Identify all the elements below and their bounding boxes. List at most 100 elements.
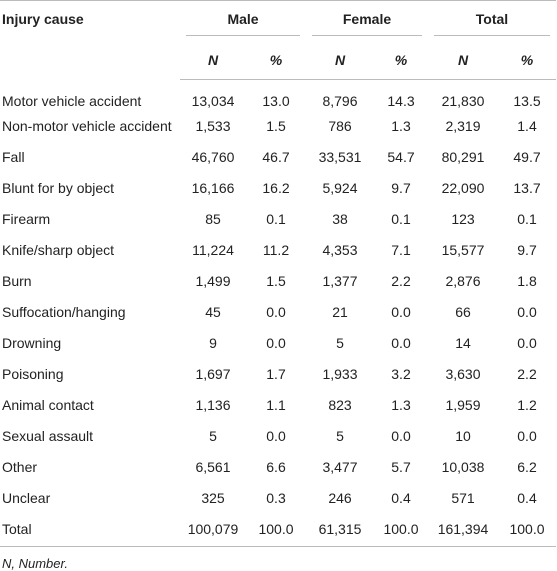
cell: 80,291 xyxy=(441,149,485,165)
row-label: Motor vehicle accident xyxy=(2,92,142,109)
cell: 6.2 xyxy=(517,459,537,475)
cell: 45 xyxy=(205,304,221,320)
cell: 16.2 xyxy=(262,180,290,196)
cell: 15,577 xyxy=(441,242,485,258)
group-header-row: Injury cause Male Female Total xyxy=(0,1,556,42)
table-row: Animal contact 1,136 1.1 823 1.3 1,959 1.2 xyxy=(0,391,556,422)
table-row: Suffocation/hanging 45 0.0 21 0.0 66 0.0 xyxy=(0,298,556,329)
table-row: Motor vehicle accident 13,034 13.0 8,796 14.… xyxy=(0,80,556,113)
table-row: Non-motor vehicle accident 1,533 1.5 786 1.3… xyxy=(0,112,556,143)
table-row: Fall 46,760 46.7 33,531 54.7 80,291 49.7 xyxy=(0,143,556,174)
cell: 1.5 xyxy=(266,273,286,289)
cell: 1,499 xyxy=(195,273,231,289)
cell: 3.2 xyxy=(391,366,411,382)
group-label: Male xyxy=(186,7,300,36)
cell: 0.0 xyxy=(517,335,537,351)
cell: 1,959 xyxy=(445,397,481,413)
table-row: Sexual assault 5 0.0 5 0.0 10 0.0 xyxy=(0,422,556,453)
table-row: Burn 1,499 1.5 1,377 2.2 2,876 1.8 xyxy=(0,267,556,298)
cell: 54.7 xyxy=(387,149,415,165)
cell: 11.2 xyxy=(262,242,290,258)
cell: 0.0 xyxy=(266,335,286,351)
cell: 1.2 xyxy=(517,397,537,413)
cell: 1.5 xyxy=(266,118,286,134)
table-row: Drowning 9 0.0 5 0.0 14 0.0 xyxy=(0,329,556,360)
cell: 823 xyxy=(328,397,352,413)
row-label: Blunt for by object xyxy=(2,180,115,196)
row-label: Unclear xyxy=(2,490,51,506)
cell: 0.0 xyxy=(266,304,286,320)
subheader: % xyxy=(498,41,556,80)
cell: 46.7 xyxy=(262,149,290,165)
cell: 1,697 xyxy=(195,366,231,382)
table-row: Total 100,079 100.0 61,315 100.0 161,394 100.0 xyxy=(0,515,556,547)
cell: 2,876 xyxy=(445,273,481,289)
cell: 1.3 xyxy=(391,397,411,413)
table-row: Other 6,561 6.6 3,477 5.7 10,038 6.2 xyxy=(0,453,556,484)
table-row: Blunt for by object 16,166 16.2 5,924 9.7 22,… xyxy=(0,174,556,205)
cell: 6.6 xyxy=(266,459,286,475)
group-header: Female xyxy=(306,1,428,42)
cell: 5 xyxy=(209,428,217,444)
row-label: Firearm xyxy=(2,211,51,227)
cell: 46,760 xyxy=(191,149,235,165)
cell: 10 xyxy=(455,428,471,444)
cell: 9.7 xyxy=(517,242,537,258)
cell: 66 xyxy=(455,304,471,320)
cell: 2,319 xyxy=(445,118,481,134)
cell: 21 xyxy=(332,304,348,320)
row-label: Non-motor vehicle accident xyxy=(2,118,172,134)
cell: 0.4 xyxy=(517,490,537,506)
cell: 325 xyxy=(201,490,225,506)
cell: 0.0 xyxy=(517,428,537,444)
cell: 0.0 xyxy=(517,304,537,320)
cell: 1,377 xyxy=(322,273,358,289)
cell: 16,166 xyxy=(191,180,235,196)
subheader: N xyxy=(428,41,498,80)
cell: 1,136 xyxy=(195,397,231,413)
cell: 9 xyxy=(209,335,217,351)
row-label: Knife/sharp object xyxy=(2,242,115,258)
cell: 10,038 xyxy=(441,459,485,475)
subheader-row: N% N% N% xyxy=(0,41,556,80)
table-row: Firearm 85 0.1 38 0.1 123 0.1 xyxy=(0,205,556,236)
cell: 786 xyxy=(328,118,352,134)
cell: 571 xyxy=(451,490,475,506)
cell: 3,630 xyxy=(445,366,481,382)
cell: 1,533 xyxy=(195,118,231,134)
cell: 5.7 xyxy=(391,459,411,475)
subheader: % xyxy=(374,41,428,80)
cell: 246 xyxy=(328,490,352,506)
cell: 38 xyxy=(332,211,348,227)
cell: 49.7 xyxy=(513,149,541,165)
cell: 5 xyxy=(336,428,344,444)
cell: 123 xyxy=(451,211,475,227)
row-label: Drowning xyxy=(2,335,62,351)
cell: 1,933 xyxy=(322,366,358,382)
footnote: N, Number. xyxy=(2,556,68,571)
cell: 7.1 xyxy=(391,242,411,258)
row-label: Fall xyxy=(2,149,25,165)
cell: 33,531 xyxy=(318,149,362,165)
cell: 0.1 xyxy=(517,211,537,227)
cell: 13.7 xyxy=(513,180,541,196)
cell: 0.0 xyxy=(391,428,411,444)
table-row: Unclear 325 0.3 246 0.4 571 0.4 xyxy=(0,484,556,515)
cell: 13,034 xyxy=(191,93,235,109)
cell: 0.1 xyxy=(391,211,411,227)
cell: 0.0 xyxy=(391,304,411,320)
row-label: Other xyxy=(2,459,38,475)
row-label: Suffocation/hanging xyxy=(2,304,126,320)
cell: 11,224 xyxy=(192,242,234,258)
row-label: Poisoning xyxy=(2,366,64,382)
table-row: Knife/sharp object 11,224 11.2 4,353 7.1 15,5… xyxy=(0,236,556,267)
group-header: Male xyxy=(180,1,306,42)
table-row: Poisoning 1,697 1.7 1,933 3.2 3,630 2.2 xyxy=(0,360,556,391)
row-label: Sexual assault xyxy=(2,428,94,444)
cell: 0.1 xyxy=(266,211,286,227)
cell: 4,353 xyxy=(322,242,358,258)
subheader: N xyxy=(306,41,374,80)
cell: 22,090 xyxy=(441,180,485,196)
cell: 1.1 xyxy=(266,397,286,413)
